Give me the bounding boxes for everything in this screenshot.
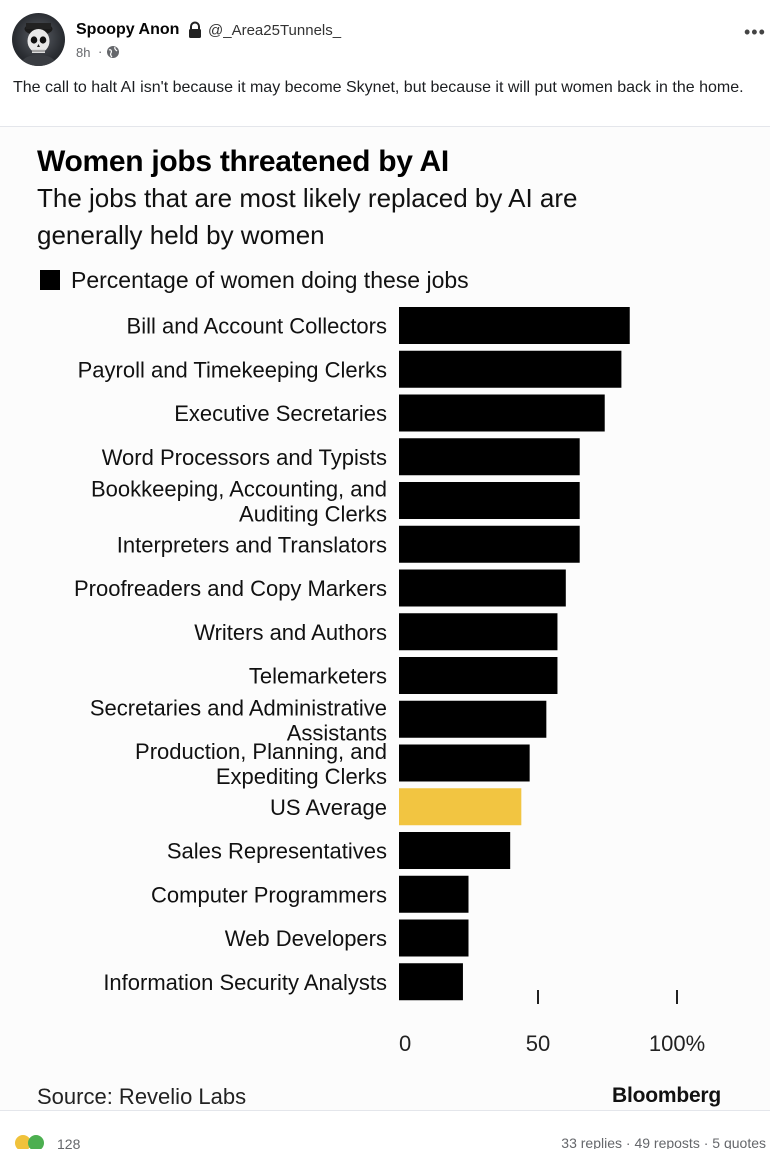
globe-icon xyxy=(107,46,119,58)
bar xyxy=(399,744,530,782)
chart-title: Women jobs threatened by AI xyxy=(37,145,449,178)
bar-label: Interpreters and Translators xyxy=(117,532,387,557)
chart-subtitle: The jobs that are most likely replaced b… xyxy=(37,183,578,250)
bar xyxy=(399,657,558,694)
more-options-icon[interactable]: ••• xyxy=(744,22,766,42)
bar xyxy=(399,438,580,476)
bar xyxy=(399,875,469,913)
post-footer: 128 33 replies · 49 reposts · 5 quotes xyxy=(0,1110,770,1149)
post-timestamp[interactable]: 8h xyxy=(76,45,91,60)
bar xyxy=(399,569,566,607)
bar-label: Secretaries and Administrative Assistants xyxy=(90,695,387,745)
bar-label: Sales Representatives xyxy=(167,839,387,864)
bar-chart: Bill and Account Collectors Payroll and T… xyxy=(74,307,705,1056)
bar-label: Web Developers xyxy=(225,926,387,951)
bar xyxy=(399,613,558,651)
post-header: Spoopy Anon @_Area25Tunnels_ 8h · ••• xyxy=(0,0,770,70)
reaction-count: 128 xyxy=(57,1136,81,1149)
bar xyxy=(399,482,580,519)
bar-label: Bill and Account Collectors xyxy=(127,314,387,339)
x-tick-label: 50 xyxy=(526,1031,550,1056)
bar-label: Computer Programmers xyxy=(151,882,387,907)
post-stats: 33 replies · 49 reposts · 5 quotes xyxy=(561,1135,766,1149)
avatar[interactable] xyxy=(12,13,65,66)
bar-label: Proofreaders and Copy Markers xyxy=(74,576,387,601)
skull-avatar-icon xyxy=(20,23,57,66)
bar xyxy=(399,963,463,1001)
divider xyxy=(0,126,770,127)
bloomberg-logo: Bloomberg xyxy=(612,1084,722,1107)
reposts-link[interactable]: 49 reposts xyxy=(634,1135,700,1149)
chart-source: Source: Revelio Labs xyxy=(37,1084,247,1109)
meta-separator: · xyxy=(98,44,103,59)
bar-label: US Average xyxy=(270,795,387,820)
bar xyxy=(399,525,580,563)
bar-label: Word Processors and Typists xyxy=(102,445,387,470)
bar-label: Bookkeeping, Accounting, and Auditing Cle… xyxy=(91,477,387,527)
bar xyxy=(399,919,469,957)
legend-swatch xyxy=(40,270,60,290)
attached-chart-image[interactable]: Women jobs threatened by AI The jobs tha… xyxy=(0,127,770,1110)
bar-us-average xyxy=(399,788,522,826)
bar xyxy=(399,832,511,869)
bar-label: Payroll and Timekeeping Clerks xyxy=(78,357,387,382)
bar xyxy=(399,307,630,344)
bar-label: Writers and Authors xyxy=(194,620,387,645)
bar-label: Telemarketers xyxy=(249,664,387,689)
quotes-link[interactable]: 5 quotes xyxy=(712,1135,766,1149)
x-tick-label: 0 xyxy=(399,1031,411,1056)
bar xyxy=(399,350,622,388)
bar-label: Information Security Analysts xyxy=(103,970,387,995)
replies-link[interactable]: 33 replies xyxy=(561,1135,622,1149)
stats-dot: · xyxy=(625,1135,631,1149)
frog-reaction-icon xyxy=(28,1135,44,1149)
x-tick-label: 100% xyxy=(649,1031,705,1056)
lock-icon xyxy=(189,21,201,38)
thumbs-up-reaction-icon xyxy=(15,1135,31,1149)
bar xyxy=(399,394,605,432)
bar-label: Executive Secretaries xyxy=(174,401,387,426)
legend-label: Percentage of women doing these jobs xyxy=(71,267,469,293)
stats-dot: · xyxy=(703,1135,709,1149)
bar-label: Production, Planning, and Expediting Cler… xyxy=(135,739,387,789)
bar xyxy=(399,700,547,738)
author-name[interactable]: Spoopy Anon xyxy=(76,21,180,38)
author-handle[interactable]: @_Area25Tunnels_ xyxy=(208,22,342,39)
post-text: The call to halt AI isn't because it may… xyxy=(13,79,744,96)
